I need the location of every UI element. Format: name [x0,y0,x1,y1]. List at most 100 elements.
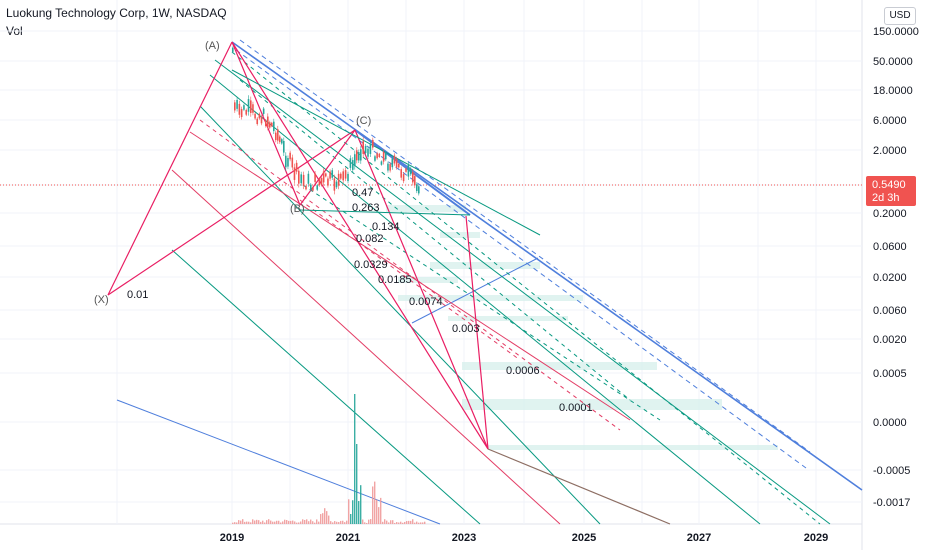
volume-bar [294,521,296,524]
candle-body [364,146,367,154]
candle-body [389,164,391,171]
volume-bar [288,520,290,524]
volume-bar [336,521,338,524]
volume-bar [392,520,394,524]
candle-body [340,173,342,179]
price-tick-label: 0.0000 [873,417,907,429]
volume-bar [374,481,376,524]
volume-bar [302,519,304,524]
volume-bar [284,519,286,524]
time-axis[interactable]: 2019 2021 2023 2025 2027 2029 [220,532,828,544]
candle-body [372,139,374,148]
time-tick-label: 2019 [220,532,244,544]
volume-bar [234,522,236,524]
fib-level-label: 0.0006 [506,365,540,377]
volume-bar [298,522,300,524]
volume-bar [242,519,244,524]
volume-bar [274,521,276,524]
time-tick-label: 2029 [804,532,828,544]
pitchfork-line [354,129,489,450]
pitchfork-line [107,129,356,296]
fib-level-label: 0.0001 [559,402,593,414]
volume-bar [258,520,260,524]
candle-body [369,143,372,154]
candle-body [405,168,407,172]
candle-body [349,158,352,168]
pitchfork-line [299,209,471,216]
candle-body [331,170,334,178]
pitchfork-line [171,249,481,525]
fib-level-label: 0.263 [352,202,380,214]
pitchfork-line [239,39,811,453]
pitchfork-line [487,448,671,525]
volume-bar [306,519,308,524]
candle-body [260,116,263,124]
candle-body [285,155,287,168]
pitchfork-line [116,399,441,525]
volume-bar [414,522,416,524]
fib-level-label: 0.134 [372,221,400,233]
candle-body [362,141,364,154]
volume-bar [314,522,316,524]
volume-bar [282,521,284,524]
price-tick-label: -0.0017 [873,497,910,509]
fib-box [488,445,778,450]
candle-body [412,172,414,183]
volume-bar [356,444,358,524]
candle-body [279,136,281,143]
candle-body [238,103,241,115]
volume-bar [344,522,346,524]
volume-bar [270,520,272,524]
volume-bar [412,519,414,524]
candle-body [393,155,396,164]
candle-body [298,170,300,184]
volume-bar [232,522,234,524]
volume-bar [280,522,282,524]
currency-badge[interactable]: USD [884,7,916,25]
candle-body [232,47,234,52]
volume-bar [398,522,400,524]
volume-bar [296,522,298,524]
volume-bar [350,513,352,524]
time-tick-label: 2027 [687,532,711,544]
candles [232,46,420,196]
candle-body [376,153,378,159]
fib-level-label: 0.0329 [354,259,388,271]
price-tag-value: 0.5490 [872,179,906,191]
price-tick-label: 18.0000 [873,85,913,97]
candle-body [320,177,323,185]
candle-body [240,109,243,118]
pitchfork-line [411,257,539,324]
chart-title: Luokung Technology Corp, 1W, NASDAQ [6,6,227,20]
volume-bar [286,520,288,524]
volume-bar [382,521,384,524]
price-axis[interactable]: 150.0000 50.0000 18.0000 6.0000 2.0000 0.2000… [873,26,919,509]
volume-bar [238,520,240,524]
candle-body [325,173,327,177]
candle-body [335,181,338,188]
volume-bar [384,519,386,524]
candle-body [410,168,412,175]
candle-body [380,161,383,165]
pitchfork-lines[interactable] [107,39,863,525]
volume-bar [348,499,350,524]
volume-bar [278,520,280,524]
pitchfork-line [379,276,489,450]
volume-bar [358,501,360,524]
pitchfork-line [299,129,356,206]
candle-body [256,118,259,125]
candle-body [275,132,277,141]
pitchfork-line [465,215,489,450]
pitchfork-line [231,41,381,278]
candle-body [356,150,358,161]
candle-body [271,122,273,127]
pitchfork-line [189,131,631,421]
candle-body [312,187,314,191]
price-tick-label: 0.0600 [873,241,907,253]
pitchfork-line [199,105,601,525]
candle-body [344,170,347,179]
volume-bar [380,497,382,524]
volume-bar [304,519,306,524]
